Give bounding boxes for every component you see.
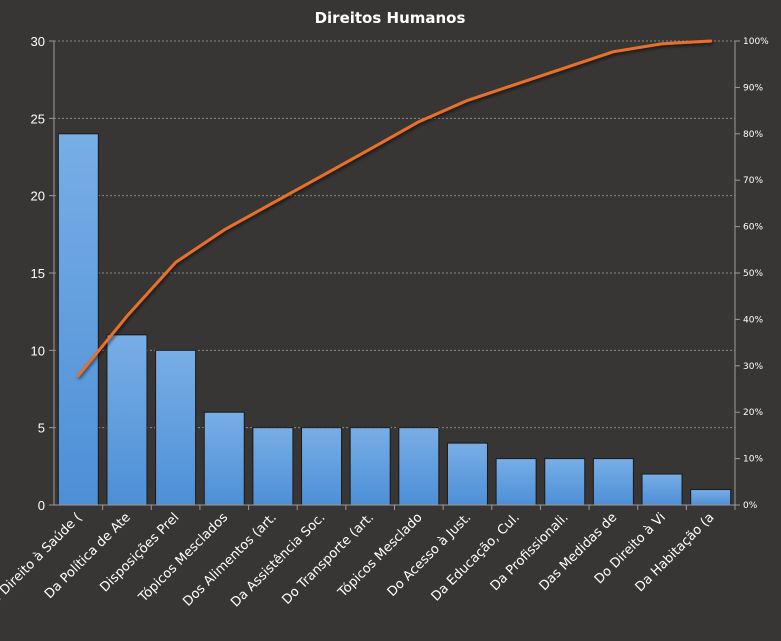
y2-tick-label: 70%	[743, 176, 763, 186]
bar	[446, 442, 488, 506]
y-tick-label: 10	[31, 343, 45, 358]
bar	[106, 334, 148, 506]
x-tick-label: Tópicos Mesclados	[135, 510, 231, 606]
y2-tick-label: 30%	[743, 362, 763, 372]
bar	[544, 458, 586, 506]
bar	[203, 411, 245, 506]
bar	[592, 458, 634, 506]
x-tick-label: Tópicos Mesclado	[335, 510, 426, 601]
bar	[398, 427, 440, 506]
y2-tick-label: 100%	[743, 37, 769, 47]
y-tick-label: 30	[31, 34, 45, 49]
x-tick-label: Da Política de Ate	[42, 510, 134, 602]
axes: 0 5 10 15 20 25 30 0% 10% 20% 30% 40% 50% 60% 70% 80% 90…	[31, 34, 770, 513]
y-tick-label: 15	[31, 266, 45, 281]
y2-tick-label: 10%	[743, 455, 763, 465]
y2-tick-label: 0%	[743, 501, 758, 511]
bar	[495, 458, 537, 506]
x-tick-label: Da Educação, Cul.	[429, 510, 523, 604]
bar	[641, 473, 683, 506]
y2-tick-label: 80%	[743, 130, 763, 140]
cumulative-series-line	[76, 39, 713, 378]
bar	[155, 349, 197, 506]
chart-title: Direitos Humanos	[315, 9, 466, 27]
bars	[57, 133, 732, 506]
y-tick-label: 20	[31, 189, 45, 204]
bar	[349, 427, 391, 506]
y2-tick-label: 50%	[743, 269, 763, 279]
cumulative-line	[76, 39, 713, 378]
y2-tick-label: 20%	[743, 408, 763, 418]
y2-tick-label: 90%	[743, 83, 763, 93]
x-tick-label: Do Acesso à Just.	[385, 510, 475, 600]
x-tick-label: Do Transporte (art.	[280, 510, 377, 607]
bar	[301, 427, 343, 506]
category-labels: Do Direito à Saúde (Da Política de AteDi…	[0, 505, 736, 614]
x-tick-label: Dos Alimentos (art.	[180, 510, 279, 609]
y2-tick-label: 60%	[743, 223, 763, 233]
y2-tick-label: 40%	[743, 315, 763, 325]
y-tick-label: 5	[38, 421, 45, 436]
x-tick-label: Da Assistência Soc.	[228, 510, 328, 610]
bar	[57, 133, 99, 506]
bar	[690, 489, 732, 506]
y-tick-label: 25	[31, 111, 45, 126]
y-tick-label: 0	[38, 498, 45, 513]
bar	[252, 427, 294, 506]
